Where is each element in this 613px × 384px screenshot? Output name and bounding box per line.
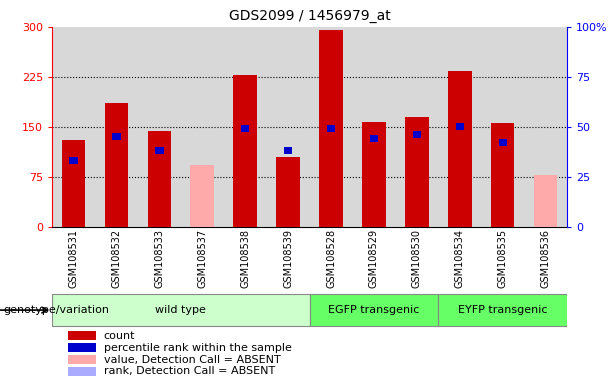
Bar	[413, 131, 421, 138]
Bar	[138, 27, 181, 227]
Text: wild type: wild type	[156, 305, 206, 315]
Text: value, Detection Call = ABSENT: value, Detection Call = ABSENT	[104, 354, 280, 364]
Text: EGFP transgenic: EGFP transgenic	[328, 305, 420, 315]
Bar	[352, 27, 395, 227]
Bar	[498, 139, 507, 146]
Bar	[105, 103, 128, 227]
Bar	[155, 147, 164, 154]
Bar	[455, 123, 464, 130]
Bar	[524, 27, 567, 227]
Bar	[181, 27, 224, 227]
Bar	[370, 136, 378, 142]
Bar	[362, 122, 386, 227]
Bar	[448, 71, 471, 227]
Text: rank, Detection Call = ABSENT: rank, Detection Call = ABSENT	[104, 366, 275, 376]
Bar	[534, 175, 557, 227]
Bar	[310, 294, 438, 326]
Bar	[234, 75, 257, 227]
Title: GDS2099 / 1456979_at: GDS2099 / 1456979_at	[229, 9, 390, 23]
Bar	[52, 294, 310, 326]
Bar	[319, 30, 343, 227]
Bar	[224, 27, 267, 227]
Bar	[67, 367, 96, 376]
Bar	[491, 123, 514, 227]
Bar	[310, 27, 352, 227]
Text: genotype/variation: genotype/variation	[3, 305, 109, 315]
Bar	[67, 331, 96, 340]
Bar	[267, 27, 310, 227]
Bar	[62, 140, 85, 227]
Bar	[327, 126, 335, 132]
Bar	[69, 157, 78, 164]
Bar	[67, 355, 96, 364]
Bar	[112, 133, 121, 140]
Bar	[67, 343, 96, 352]
Bar	[148, 131, 171, 227]
Bar	[405, 117, 428, 227]
Bar	[191, 165, 214, 227]
Text: percentile rank within the sample: percentile rank within the sample	[104, 343, 291, 353]
Bar	[395, 27, 438, 227]
Bar	[95, 27, 138, 227]
Text: EYFP transgenic: EYFP transgenic	[458, 305, 547, 315]
Bar	[284, 147, 292, 154]
Bar	[438, 294, 567, 326]
Bar	[52, 27, 95, 227]
Text: count: count	[104, 331, 135, 341]
Bar	[276, 157, 300, 227]
Bar	[438, 27, 481, 227]
Bar	[241, 126, 249, 132]
Bar	[481, 27, 524, 227]
